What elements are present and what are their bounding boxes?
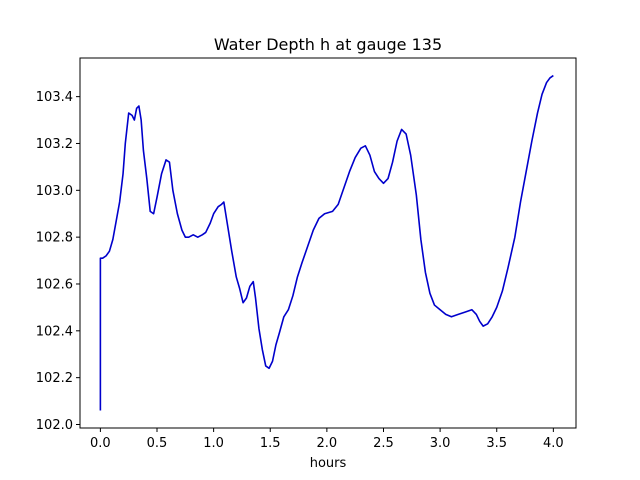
y-tick-label: 103.2 [36, 137, 73, 152]
x-tick-label: 1.5 [260, 436, 281, 451]
x-tick-label: 0.0 [90, 436, 111, 451]
series-line-0 [99, 74, 554, 411]
plot-area [99, 74, 554, 411]
x-tick-label: 4.0 [543, 436, 564, 451]
y-tick-label: 103.0 [36, 184, 73, 199]
y-tick-label: 102.2 [36, 371, 73, 386]
y-tick-label: 102.4 [36, 324, 73, 339]
y-axis: 102.0 102.2 102.4 102.6 102.8 103.0 103.2 103.4 [36, 90, 80, 433]
x-tick-label: 3.5 [486, 436, 507, 451]
x-tick-label: 2.5 [373, 436, 394, 451]
x-axis-label: hours [310, 456, 347, 471]
chart-title: Water Depth h at gauge 135 [214, 35, 442, 54]
x-tick-label: 1.0 [203, 436, 224, 451]
x-tick-label: 2.0 [317, 436, 338, 451]
x-axis: 0.0 0.5 1.0 1.5 2.0 2.5 3.0 3.5 4.0 [90, 428, 564, 451]
axes-frame [79, 57, 577, 429]
y-tick-label: 102.6 [36, 277, 73, 292]
y-tick-label: 103.4 [36, 90, 73, 105]
y-tick-label: 102.8 [36, 231, 73, 246]
y-tick-label: 102.0 [36, 418, 73, 433]
x-tick-label: 3.0 [430, 436, 451, 451]
x-tick-label: 0.5 [147, 436, 168, 451]
